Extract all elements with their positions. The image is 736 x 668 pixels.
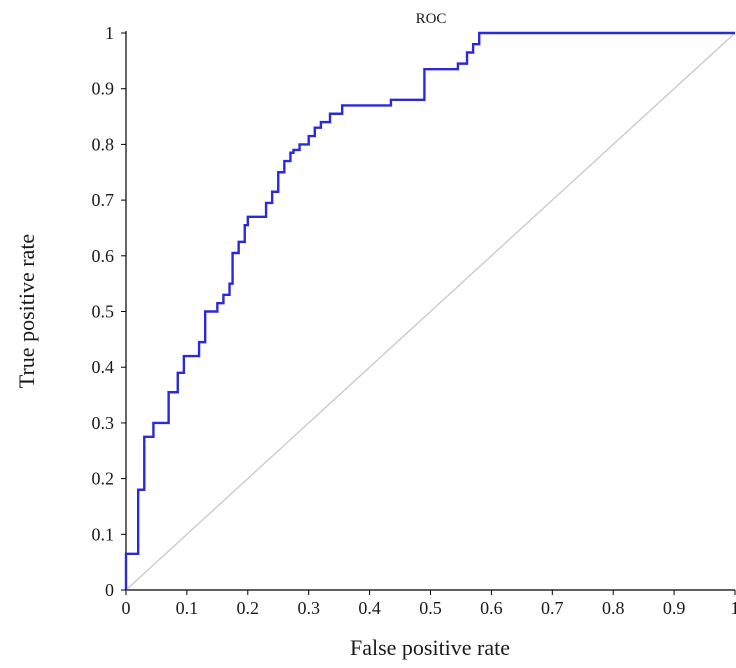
x-tick-label: 1	[731, 598, 736, 618]
x-tick-label: 0.9	[663, 598, 686, 618]
y-tick-label: 0.2	[92, 469, 115, 489]
y-tick-label: 0.5	[92, 302, 115, 322]
x-tick-label: 0.1	[176, 598, 199, 618]
series-layer	[126, 33, 735, 590]
y-tick-label: 1	[105, 23, 114, 43]
y-tick-label: 0.6	[92, 246, 115, 266]
y-tick-label: 0.3	[92, 413, 115, 433]
ticks-layer: 0 0.1 0.2 0.3 0.4 0.5 0.6 0.7 0.8 0.9 1 0 0.1 0.2 0.3 0…	[92, 23, 736, 618]
y-tick-label: 0.1	[92, 524, 115, 544]
x-tick-label: 0.3	[297, 598, 320, 618]
y-tick-label: 0.4	[92, 357, 115, 377]
x-tick-label: 0.2	[237, 598, 260, 618]
x-tick-label: 0.8	[602, 598, 625, 618]
y-axis-label: True positive rate	[14, 234, 39, 388]
x-tick-label: 0.7	[541, 598, 564, 618]
y-tick-label: 0	[105, 580, 114, 600]
x-tick-label: 0.5	[419, 598, 442, 618]
x-tick-label: 0.4	[358, 598, 381, 618]
y-tick-label: 0.8	[92, 134, 115, 154]
x-tick-label: 0	[122, 598, 131, 618]
x-tick-label: 0.6	[480, 598, 503, 618]
chart-title: ROC	[416, 11, 447, 27]
y-tick-label: 0.9	[92, 79, 115, 99]
x-axis-label: False positive rate	[350, 635, 510, 660]
y-tick-label: 0.7	[92, 190, 115, 210]
